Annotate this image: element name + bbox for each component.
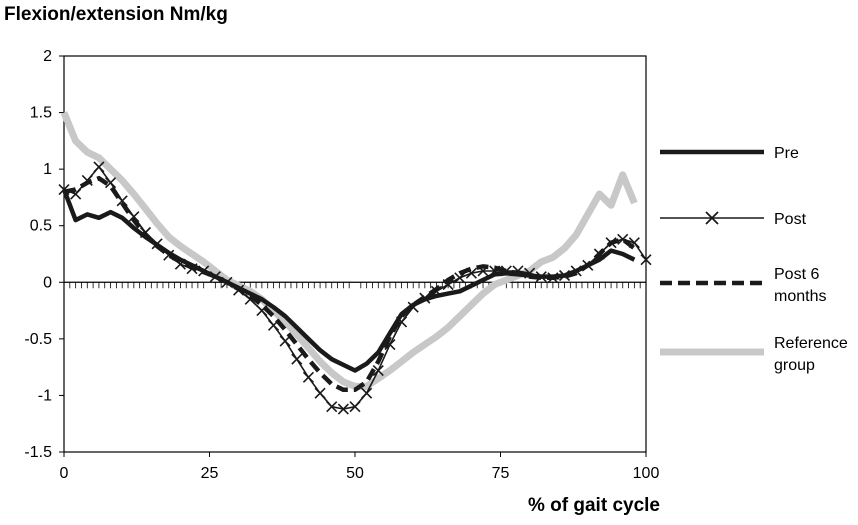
x-marker-stroke bbox=[349, 401, 361, 413]
x-marker-stroke bbox=[128, 211, 140, 223]
series-point-post bbox=[81, 174, 93, 187]
x-marker-stroke bbox=[337, 403, 349, 415]
x-tick-label: 50 bbox=[346, 465, 364, 482]
series-point-post bbox=[372, 364, 384, 377]
x-marker-stroke bbox=[326, 401, 338, 413]
series-point-post bbox=[477, 265, 489, 277]
x-tick-label: 100 bbox=[633, 465, 660, 482]
series-point-post bbox=[337, 403, 349, 415]
x-marker-stroke bbox=[605, 237, 617, 249]
y-tick-label: 1.5 bbox=[30, 105, 52, 122]
x-marker-stroke bbox=[361, 387, 373, 399]
x-marker-stroke bbox=[104, 177, 117, 189]
legend-label: Reference bbox=[774, 335, 848, 352]
x-marker-stroke bbox=[442, 278, 454, 291]
x-tick-label: 0 bbox=[60, 465, 69, 482]
series-point-post bbox=[104, 177, 117, 189]
series-point-post bbox=[617, 233, 629, 245]
x-tick-label: 75 bbox=[492, 465, 510, 482]
x-marker-stroke bbox=[314, 387, 326, 399]
series-point-post bbox=[454, 272, 466, 284]
x-marker-stroke bbox=[628, 237, 640, 249]
series-point-post bbox=[465, 267, 477, 279]
y-tick-label: 1 bbox=[43, 161, 52, 178]
x-marker-stroke bbox=[70, 188, 82, 200]
series-point-post bbox=[256, 305, 268, 317]
series-line-reference-group bbox=[60, 111, 638, 390]
y-tick-label: 2 bbox=[43, 48, 52, 65]
series-point-post bbox=[442, 278, 454, 291]
x-marker-stroke bbox=[593, 248, 606, 260]
series-point-post bbox=[279, 335, 291, 347]
legend-marker-stroke bbox=[705, 211, 719, 225]
legend-label: months bbox=[774, 288, 826, 305]
y-tick-label: 0 bbox=[43, 274, 52, 291]
x-marker-stroke bbox=[465, 267, 477, 279]
series-point-post bbox=[116, 195, 128, 207]
x-marker-stroke bbox=[267, 319, 280, 331]
x-marker-stroke bbox=[384, 338, 396, 351]
series-point-post bbox=[93, 161, 105, 173]
x-marker-stroke bbox=[640, 254, 652, 266]
x-marker-stroke bbox=[116, 195, 128, 207]
y-tick-label: -1.5 bbox=[24, 444, 52, 461]
y-axis-title: Flexion/extension Nm/kg bbox=[4, 4, 228, 25]
x-marker-stroke bbox=[454, 272, 466, 284]
series-point-post bbox=[361, 387, 373, 399]
x-marker-stroke bbox=[302, 371, 315, 383]
series-point-post bbox=[349, 401, 361, 413]
x-axis-title: % of gait cycle bbox=[528, 495, 660, 516]
series-point-post bbox=[640, 254, 652, 266]
series-point-post bbox=[70, 188, 82, 200]
series-point-post bbox=[291, 353, 303, 365]
series-line-pre bbox=[61, 188, 636, 373]
y-tick-label: -1 bbox=[38, 387, 52, 404]
x-marker-stroke bbox=[477, 265, 489, 277]
legend-label: group bbox=[774, 357, 815, 374]
x-marker-stroke bbox=[395, 316, 408, 328]
series-point-post bbox=[267, 319, 280, 331]
x-marker-stroke bbox=[93, 161, 105, 173]
legend-label: Post bbox=[774, 211, 807, 228]
series-point-post bbox=[302, 371, 315, 383]
legend-label: Pre bbox=[774, 145, 799, 162]
series-point-post bbox=[314, 387, 326, 399]
x-marker-stroke bbox=[279, 335, 291, 347]
series-point-post bbox=[326, 401, 338, 413]
x-marker-stroke bbox=[372, 364, 384, 377]
x-marker-stroke bbox=[81, 174, 93, 187]
series-point-post bbox=[628, 237, 640, 249]
series-point-post bbox=[605, 237, 617, 249]
x-marker-stroke bbox=[617, 233, 629, 245]
series-point-post bbox=[128, 211, 140, 223]
x-tick-label: 25 bbox=[201, 465, 219, 482]
x-marker-stroke bbox=[291, 353, 303, 365]
y-tick-label: -0.5 bbox=[24, 331, 52, 348]
y-tick-label: 0.5 bbox=[30, 218, 52, 235]
x-marker-stroke bbox=[256, 305, 268, 317]
legend-label: Post 6 bbox=[774, 266, 819, 283]
